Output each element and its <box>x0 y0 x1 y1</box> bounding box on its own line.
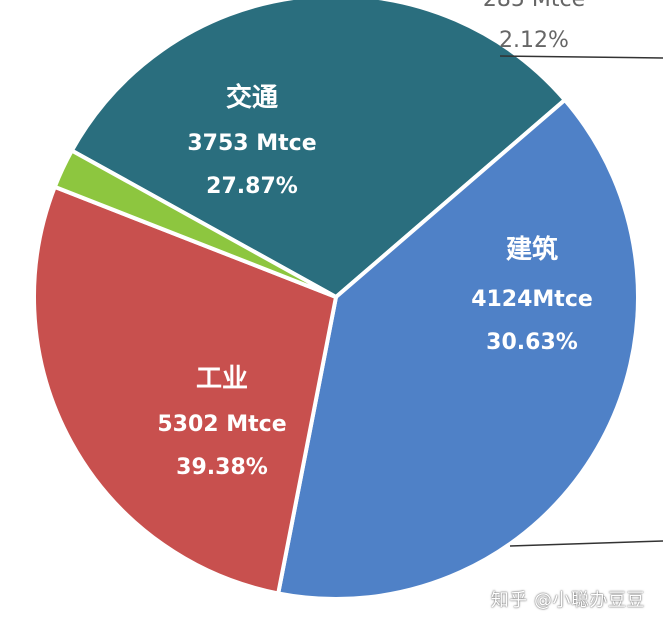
leader-line-top <box>499 55 663 59</box>
slice-percent-label: 30.63% <box>486 330 578 355</box>
pie-slice-other <box>52 148 338 299</box>
slice-value-label: 285 Mtce <box>483 0 585 12</box>
slice-value-label: 5302 Mtce <box>157 412 286 437</box>
pie-slice-transport <box>32 184 338 596</box>
leader-lines <box>499 55 663 547</box>
watermark-text: 知乎 @小聪办豆豆 <box>490 590 645 611</box>
slice-value-label: 4124Mtce <box>471 287 593 312</box>
slice-percent-label: 27.87% <box>206 174 298 199</box>
slice-percent-label: 2.12% <box>499 28 569 53</box>
pie-slice-industry <box>276 97 640 601</box>
slice-value-label: 3753 Mtce <box>187 131 316 156</box>
pie-slices <box>32 0 640 601</box>
slice-percent-label: 39.38% <box>176 455 268 480</box>
slice-name-label: 建筑 <box>506 234 558 265</box>
slice-name-label: 工业 <box>196 364 248 394</box>
pie-labels: 建筑 4124Mtce 30.63% 工业 5302 Mtce 39.38% 交通 3753 … <box>157 0 592 480</box>
slice-name-label: 交通 <box>226 82 278 113</box>
pie-slice-building <box>69 0 567 299</box>
leader-line-bottom <box>509 540 663 547</box>
